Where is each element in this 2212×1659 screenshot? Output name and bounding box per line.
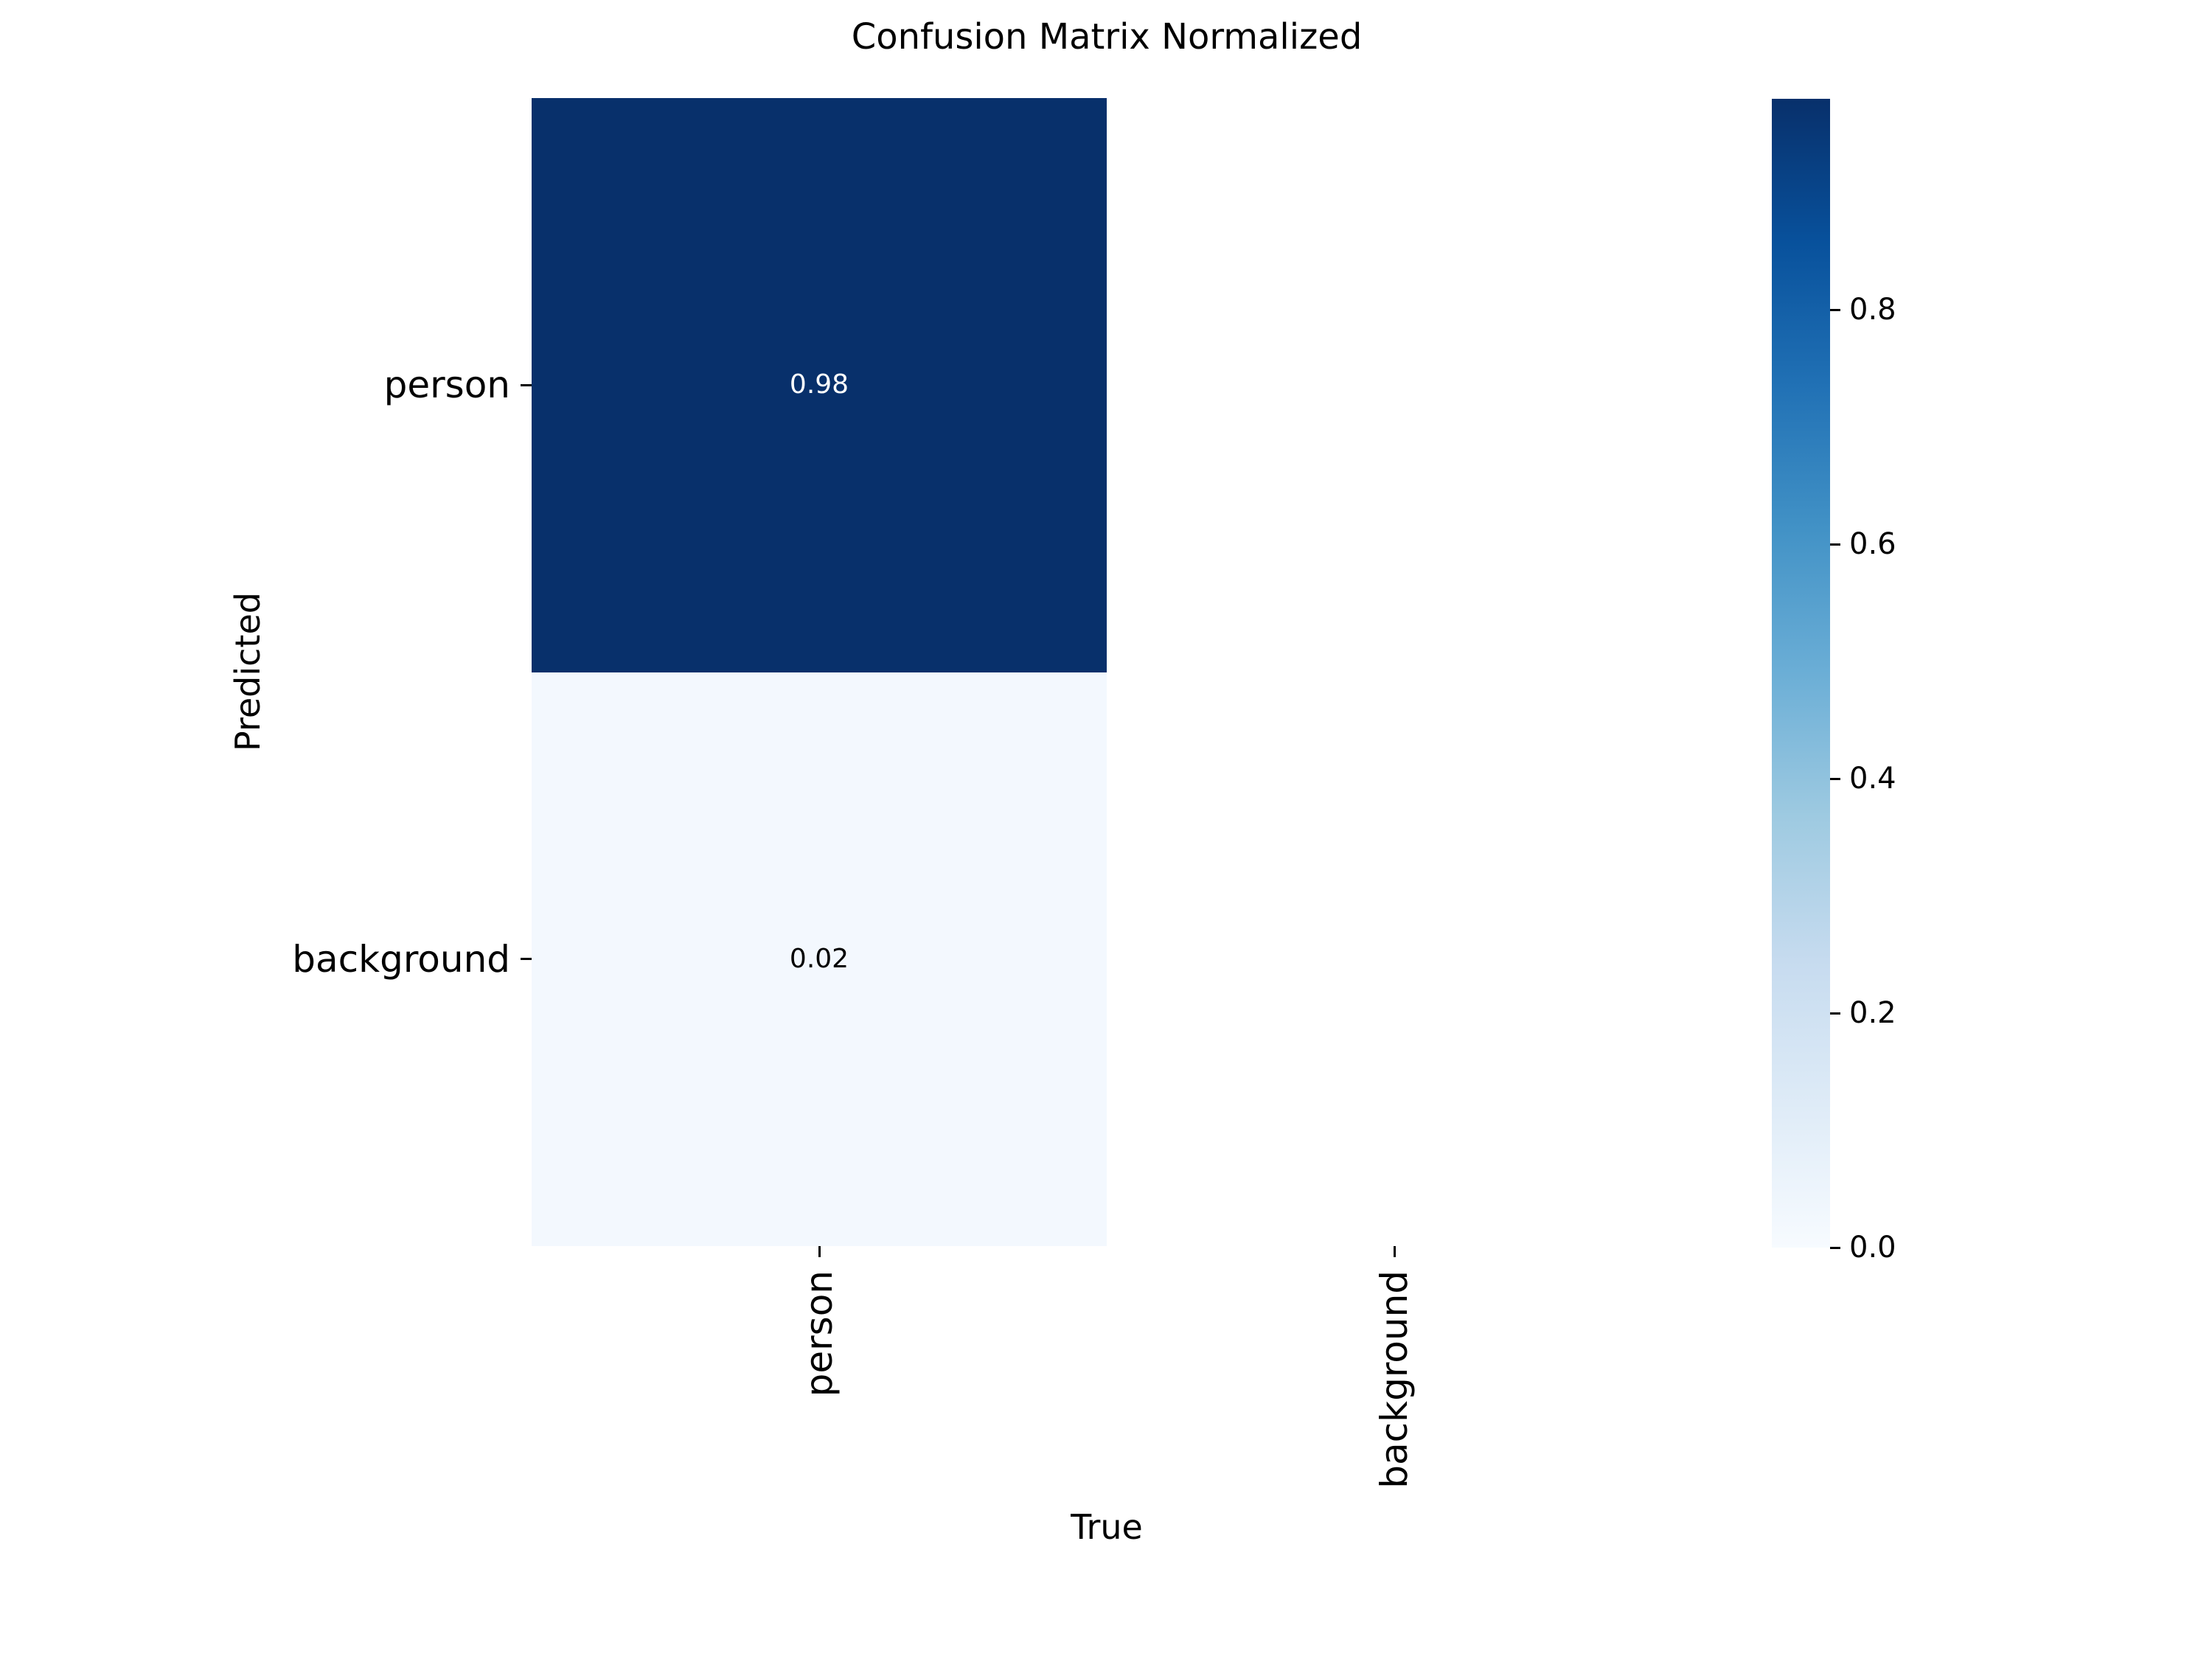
colorbar-tick-label: 0.4 (1849, 762, 1896, 796)
cell-annotation: 0.98 (789, 369, 849, 400)
heatmap-cell (1107, 672, 1682, 1246)
colorbar-tick-mark (1830, 543, 1840, 546)
tick-mark (818, 1246, 821, 1257)
x-tick-label: person (798, 1270, 841, 1397)
tick-mark (521, 383, 532, 386)
x-axis-label: True (1071, 1507, 1143, 1547)
colorbar-tick-label: 0.6 (1849, 527, 1896, 562)
heatmap-plot-area: 0.98 0.02 (532, 98, 1682, 1246)
y-tick-label: background (292, 937, 510, 981)
colorbar-tick-mark (1830, 777, 1840, 780)
heatmap-cell (1107, 98, 1682, 672)
tick-mark (521, 958, 532, 961)
colorbar (1772, 99, 1830, 1248)
colorbar-tick-mark (1830, 1246, 1840, 1249)
colorbar-tick-label: 0.0 (1849, 1231, 1896, 1265)
colorbar-tick-label: 0.2 (1849, 996, 1896, 1031)
chart-title: Confusion Matrix Normalized (851, 16, 1363, 58)
x-tick-label: background (1373, 1270, 1416, 1489)
heatmap-cell: 0.02 (532, 672, 1107, 1246)
cell-annotation: 0.02 (789, 943, 849, 974)
colorbar-tick-mark (1830, 1012, 1840, 1015)
colorbar-tick-mark (1830, 308, 1840, 311)
y-axis-label: Predicted (228, 592, 268, 751)
heatmap-cell: 0.98 (532, 98, 1107, 672)
colorbar-tick-label: 0.8 (1849, 293, 1896, 327)
y-tick-label: person (383, 364, 510, 407)
tick-mark (1393, 1246, 1396, 1257)
